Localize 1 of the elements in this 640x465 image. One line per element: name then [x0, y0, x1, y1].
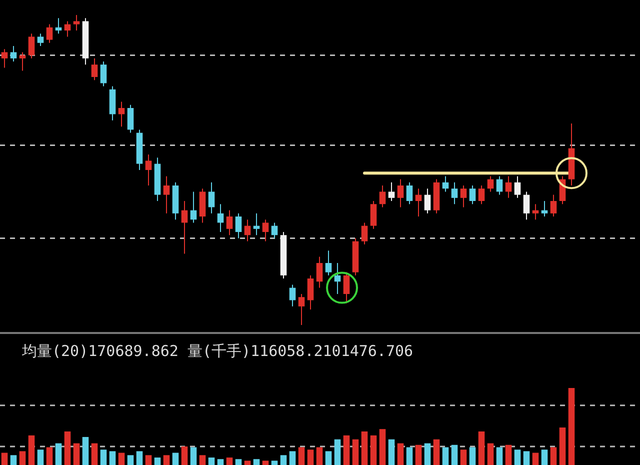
chart-title: 均量(20)170689.862 量(千手)116058.2101476.706 [21, 342, 414, 360]
